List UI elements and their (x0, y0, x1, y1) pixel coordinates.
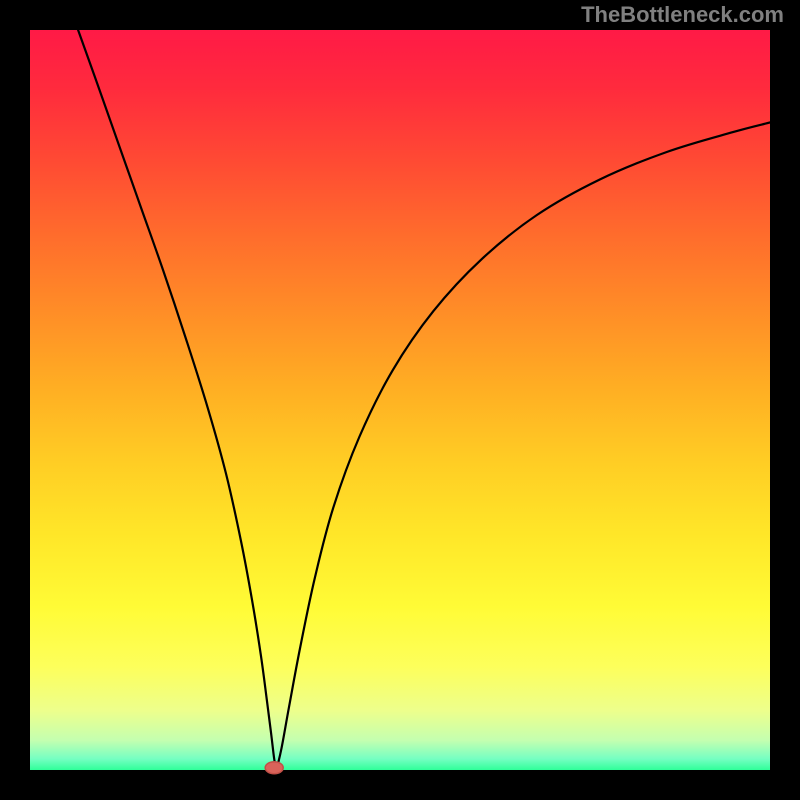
watermark-text: TheBottleneck.com (581, 2, 784, 28)
optimal-point-marker (265, 762, 283, 774)
gradient-background (30, 30, 770, 770)
bottleneck-chart (0, 0, 800, 800)
chart-container: TheBottleneck.com (0, 0, 800, 800)
